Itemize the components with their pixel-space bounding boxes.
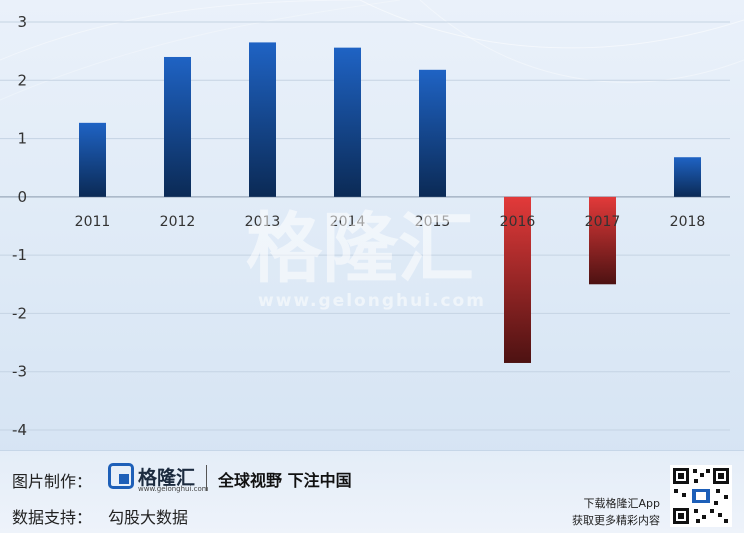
brand-url: www.gelonghui.com — [138, 485, 209, 493]
footer: 图片制作： 格隆汇 www.gelonghui.com 全球视野 下注中国 数据… — [0, 450, 744, 533]
y-tick-label: 0 — [17, 188, 27, 206]
y-tick-label: -1 — [12, 246, 27, 264]
background-swoosh — [0, 0, 744, 101]
bar-2015 — [419, 69, 446, 197]
bar-2014 — [334, 47, 361, 197]
x-tick-label: 2017 — [585, 214, 621, 230]
app-more-content-text: 获取更多精彩内容 — [572, 514, 660, 527]
slogan: 全球视野 下注中国 — [218, 471, 352, 490]
x-tick-label: 2016 — [500, 214, 536, 230]
x-tick-label: 2012 — [160, 214, 196, 230]
x-tick-label: 2018 — [670, 214, 706, 230]
data-support-value: 勾股大数据 — [108, 508, 189, 527]
x-tick-label: 2013 — [245, 214, 281, 230]
y-tick-label: 1 — [17, 130, 27, 148]
data-support-label: 数据支持： — [12, 508, 93, 527]
watermark-url: www.gelonghui.com — [258, 291, 486, 311]
y-tick-label: -3 — [12, 363, 27, 381]
x-tick-label: 2011 — [75, 214, 111, 230]
y-tick-label: 2 — [17, 71, 27, 89]
y-tick-label: -2 — [12, 304, 27, 322]
grid-lines — [0, 21, 730, 431]
bar-2016 — [504, 196, 531, 363]
y-tick-label: 3 — [17, 13, 27, 31]
made-by-label: 图片制作： — [12, 472, 93, 491]
bar-2011 — [79, 122, 106, 197]
y-tick-label: -4 — [12, 421, 27, 439]
bar-series — [79, 42, 701, 363]
bar-2018 — [674, 157, 701, 197]
watermark: 格隆汇 www.gelonghui.com — [246, 204, 486, 311]
y-axis: 3 2 1 0 -1 -2 -3 -4 — [12, 13, 27, 439]
x-tick-label: 2014 — [330, 214, 366, 230]
watermark-brand: 格隆汇 — [246, 204, 474, 293]
app-download-text: 下载格隆汇App — [583, 497, 661, 510]
divider — [206, 465, 207, 491]
x-axis: 2011 2012 2013 2014 2015 2016 2017 2018 — [75, 214, 706, 230]
bar-2012 — [164, 56, 191, 197]
bar-2017 — [589, 196, 616, 285]
brand-name: 格隆汇 — [138, 467, 196, 489]
qr-code-icon — [670, 465, 732, 527]
bar-2013 — [249, 42, 276, 197]
brand-logo-icon — [108, 463, 134, 489]
x-tick-label: 2015 — [415, 214, 451, 230]
